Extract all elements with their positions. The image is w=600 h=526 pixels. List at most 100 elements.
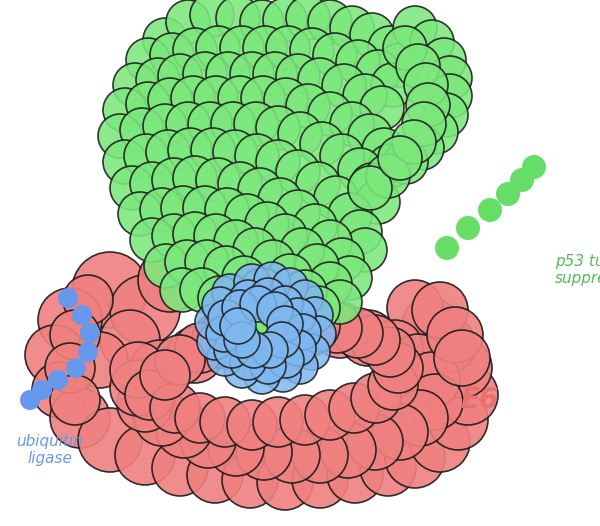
Circle shape [167,327,223,383]
Circle shape [243,318,287,362]
Circle shape [130,218,174,262]
Circle shape [160,268,204,312]
Circle shape [435,236,459,260]
Circle shape [218,162,262,206]
Circle shape [510,168,534,192]
Circle shape [350,163,394,207]
Circle shape [222,256,266,300]
Circle shape [296,162,340,206]
Circle shape [188,102,232,146]
Circle shape [243,26,287,70]
Circle shape [402,297,458,353]
Circle shape [313,33,357,77]
Circle shape [175,393,225,443]
Circle shape [280,395,330,445]
Circle shape [194,76,238,120]
Circle shape [305,390,355,440]
Circle shape [456,216,480,240]
Circle shape [340,310,396,366]
Circle shape [350,13,394,57]
Circle shape [250,348,286,384]
Circle shape [253,397,303,447]
Circle shape [333,308,383,358]
Circle shape [404,63,448,107]
Circle shape [143,104,187,148]
Circle shape [205,188,249,232]
Circle shape [168,128,212,172]
Circle shape [214,220,258,264]
Circle shape [230,52,274,96]
Circle shape [243,303,293,353]
Circle shape [72,332,128,388]
Circle shape [224,322,260,358]
Circle shape [173,212,217,256]
Circle shape [312,302,368,358]
Circle shape [150,33,194,77]
Circle shape [50,388,110,448]
Circle shape [236,424,292,480]
Circle shape [360,440,416,496]
Circle shape [280,330,316,366]
Circle shape [58,288,78,308]
Circle shape [404,352,460,408]
Circle shape [256,106,300,150]
Circle shape [338,148,382,192]
Circle shape [110,342,166,398]
Circle shape [113,63,157,107]
Circle shape [155,335,205,385]
Circle shape [50,375,100,425]
Circle shape [300,122,344,166]
Circle shape [180,412,236,468]
Circle shape [224,352,260,388]
Circle shape [318,280,362,324]
Circle shape [218,76,262,120]
Circle shape [214,332,250,368]
Circle shape [276,190,320,234]
Circle shape [126,82,170,126]
Circle shape [266,26,310,70]
Circle shape [152,214,196,258]
Circle shape [143,18,187,62]
Circle shape [308,262,352,306]
Circle shape [196,26,240,70]
Circle shape [220,26,264,70]
Circle shape [227,400,277,450]
Circle shape [216,0,260,40]
Circle shape [308,0,352,44]
Circle shape [183,52,227,96]
Circle shape [222,290,258,326]
Circle shape [212,274,248,310]
Circle shape [282,348,318,384]
Circle shape [410,412,470,472]
Circle shape [240,268,284,312]
Circle shape [173,156,217,200]
Circle shape [80,323,100,343]
Circle shape [198,276,242,320]
Circle shape [290,301,340,351]
Circle shape [264,427,320,483]
Circle shape [219,307,269,357]
Circle shape [343,74,387,118]
Circle shape [100,310,160,370]
Circle shape [45,343,95,393]
Circle shape [414,110,458,154]
Circle shape [238,168,282,212]
Circle shape [366,154,410,198]
Circle shape [438,365,498,425]
Text: E6: E6 [461,386,499,414]
Circle shape [110,275,180,345]
Circle shape [202,287,238,323]
Circle shape [118,192,162,236]
Circle shape [241,76,285,120]
Circle shape [103,140,147,184]
Circle shape [390,334,446,390]
Circle shape [338,210,382,254]
Circle shape [297,297,333,333]
Circle shape [312,303,362,353]
Circle shape [213,130,257,174]
Circle shape [402,102,446,146]
Circle shape [368,144,412,188]
Circle shape [103,88,147,132]
Circle shape [412,282,468,338]
Circle shape [384,140,428,184]
